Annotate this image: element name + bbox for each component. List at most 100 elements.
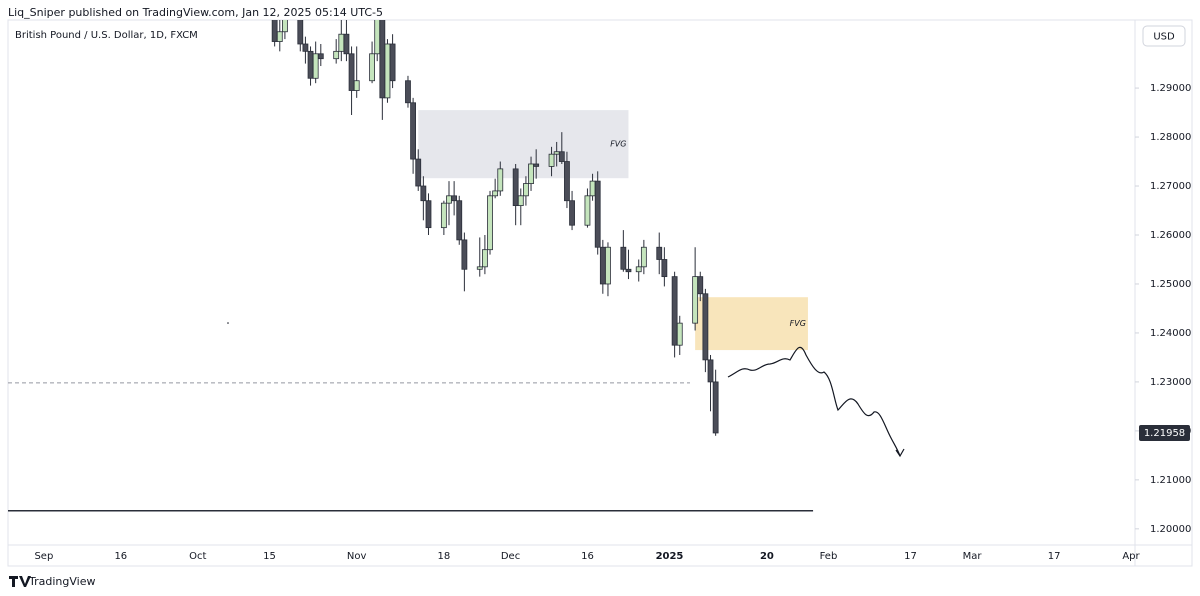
- dot: [227, 322, 229, 324]
- x-tick-label: Feb: [820, 551, 838, 562]
- candle-body: [389, 43, 396, 82]
- currency-label[interactable]: USD: [1153, 32, 1175, 43]
- candle-body: [517, 195, 524, 207]
- y-tick-label: 1.25000: [1150, 279, 1191, 290]
- candle-body: [379, 20, 386, 99]
- candle-body: [671, 276, 678, 346]
- candle-body: [635, 266, 642, 273]
- candle-body: [676, 322, 683, 346]
- plot-area: [8, 20, 814, 512]
- candle-body: [640, 246, 647, 268]
- candle-body: [312, 53, 319, 79]
- symbol-title: British Pound / U.S. Dollar, 1D, FXCM: [15, 30, 198, 41]
- candle-body: [481, 249, 488, 268]
- fvg-zone: [418, 110, 629, 179]
- candle-body: [620, 246, 627, 270]
- candle-body: [625, 268, 632, 273]
- candle-body: [451, 195, 458, 202]
- candle-body: [548, 153, 555, 167]
- candle-body: [487, 195, 493, 251]
- candle-body: [446, 195, 452, 204]
- y-tick-label: 1.28000: [1150, 132, 1191, 143]
- candle-body: [707, 359, 714, 383]
- candle-body: [282, 20, 288, 33]
- candle-body: [271, 20, 278, 42]
- candle-body: [558, 151, 565, 162]
- candle-body: [461, 239, 468, 270]
- x-tick-label: 15: [263, 551, 276, 562]
- candle-body: [307, 50, 314, 79]
- candle-body: [605, 246, 611, 285]
- candle-body: [297, 20, 304, 45]
- candle-body: [553, 151, 560, 155]
- candle-body: [353, 80, 360, 91]
- candle-body: [589, 180, 596, 197]
- candle-body: [415, 158, 422, 187]
- candle-body: [692, 276, 699, 324]
- fvg-zone: [695, 297, 808, 351]
- x-tick-label: 16: [581, 551, 594, 562]
- y-tick-label: 1.21000: [1150, 475, 1191, 486]
- y-tick-label: 1.20000: [1150, 524, 1191, 535]
- candle-body: [564, 161, 570, 202]
- brand-logo: [9, 576, 31, 587]
- candle-body: [492, 190, 499, 197]
- x-tick-label: Nov: [347, 551, 367, 562]
- candle-body: [384, 43, 391, 99]
- x-tick-label: Mar: [963, 551, 983, 562]
- candle-body: [302, 43, 309, 52]
- brand-name: TradingView: [28, 575, 95, 588]
- candle-body: [569, 200, 575, 226]
- candle-body: [343, 33, 350, 55]
- y-tick-label: 1.27000: [1150, 181, 1191, 192]
- y-tick-label: 1.29000: [1150, 83, 1191, 94]
- candle-body: [661, 259, 668, 278]
- y-tick-label: 1.26000: [1150, 230, 1191, 241]
- x-tick-label: 16: [114, 551, 127, 562]
- x-tick-label: Dec: [501, 551, 520, 562]
- candle-body: [317, 53, 324, 60]
- candle-body: [348, 53, 355, 91]
- projection-arrow: [895, 448, 905, 458]
- candle-body: [512, 168, 519, 207]
- candle-body: [369, 53, 375, 82]
- candle-body: [599, 246, 606, 285]
- y-tick-label: 1.23000: [1150, 377, 1191, 388]
- candle-body: [405, 80, 411, 104]
- frame: [7, 19, 1193, 567]
- candle-body: [584, 195, 591, 226]
- candle-body: [528, 163, 534, 184]
- candle-body: [594, 180, 601, 248]
- candle-body: [374, 20, 381, 55]
- candle-body: [425, 200, 432, 229]
- candle-body: [697, 276, 704, 295]
- candle-body: [476, 266, 483, 270]
- projection-path: [727, 346, 901, 457]
- x-tick-label: Oct: [189, 551, 206, 562]
- candle-body: [533, 163, 540, 167]
- x-tick-label: 17: [904, 551, 917, 562]
- candle-body: [712, 381, 719, 434]
- x-tick-label: Sep: [34, 551, 53, 562]
- candle-body: [338, 33, 345, 52]
- candle-body: [410, 102, 417, 160]
- currency-box[interactable]: [1142, 25, 1186, 47]
- x-tick-label: 20: [760, 551, 774, 562]
- candle-body: [702, 293, 709, 361]
- candle-body: [333, 50, 340, 60]
- candle-body: [523, 183, 529, 197]
- candle-body: [656, 246, 663, 260]
- x-tick-label: 2025: [656, 551, 684, 562]
- candle-body: [276, 31, 283, 42]
- last-price-tag: [1139, 424, 1190, 441]
- candle-body: [440, 202, 447, 229]
- y-tick-label: 1.24000: [1150, 328, 1191, 339]
- x-tick-label: Apr: [1122, 551, 1140, 562]
- candle-body: [420, 185, 427, 202]
- publish-header: Liq_Sniper published on TradingView.com,…: [8, 6, 383, 19]
- x-tick-label: 18: [438, 551, 451, 562]
- last-price-label: 1.21958: [1144, 428, 1185, 439]
- fvg-label: FVG: [610, 140, 626, 149]
- candle-body: [456, 200, 463, 241]
